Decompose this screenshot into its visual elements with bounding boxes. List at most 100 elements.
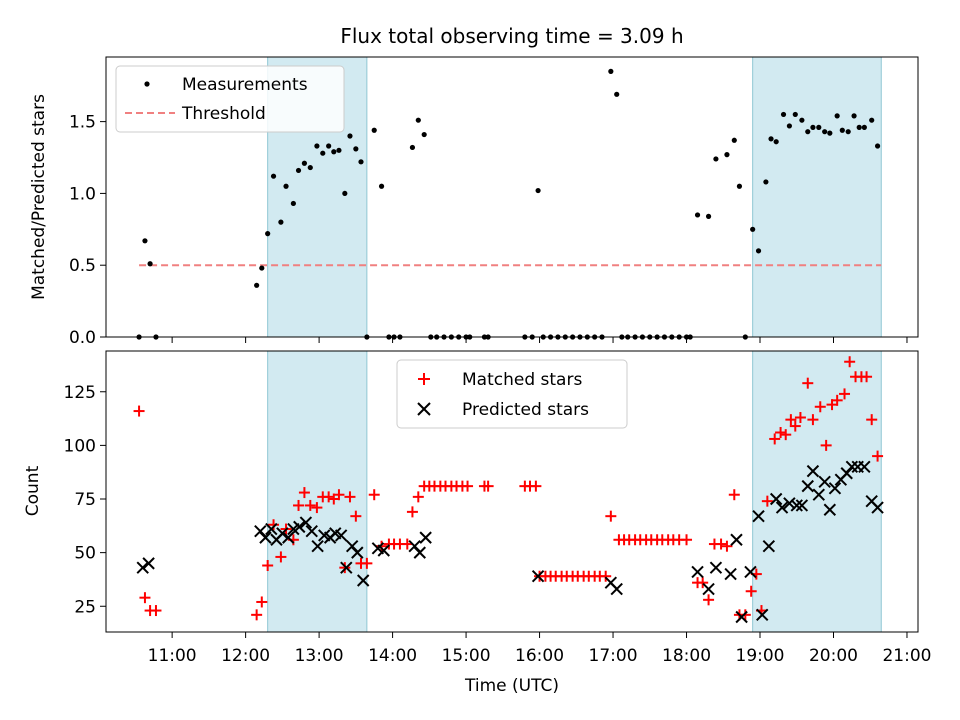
matched-star-point <box>802 377 814 389</box>
matched-star-point <box>251 609 263 621</box>
count-legend-box <box>396 359 628 429</box>
matched-star-point <box>703 594 715 606</box>
measurement-point <box>694 212 701 218</box>
legend-predicted-label: Predicted stars <box>462 400 589 420</box>
measurement-point <box>254 282 260 288</box>
x-tick-label: 19:00 <box>736 646 785 666</box>
legend-matched-label: Matched stars <box>462 370 582 390</box>
measurement-point <box>409 144 416 151</box>
matched-star-point <box>376 540 388 552</box>
measurement-point <box>314 143 320 149</box>
measurement-point <box>353 146 359 152</box>
ratio-y-ticks: 0.0 0.5 1.0 1.5 <box>69 113 106 348</box>
matched-star-point <box>861 371 873 383</box>
measurement-point <box>283 183 289 189</box>
predicted-star-point <box>818 475 831 489</box>
measurement-point <box>347 133 353 139</box>
ratio-y-axis-label: Matched/Predicted stars <box>29 94 49 300</box>
measurement-point <box>763 179 769 185</box>
predicted-star-point <box>752 509 765 523</box>
legend-threshold-label: Threshold <box>181 104 266 124</box>
predicted-star-point <box>790 499 803 512</box>
predicted-star-point <box>419 531 432 544</box>
matched-star-point <box>530 480 542 492</box>
x-tick-label: 12:00 <box>221 646 270 666</box>
x-axis-label: Time (UTC) <box>464 676 559 696</box>
matched-star-point <box>150 605 162 617</box>
measurement-point <box>786 123 793 129</box>
predicted-star-point <box>744 565 757 579</box>
matched-star-point <box>681 534 693 546</box>
matched-star-point <box>785 414 797 426</box>
measurement-point <box>845 129 851 135</box>
measurement-point <box>834 113 840 119</box>
y-tick-label: 1.0 <box>69 184 96 204</box>
measurement-point <box>750 226 756 232</box>
measurement-point <box>301 160 308 166</box>
predicted-star-point <box>845 460 859 474</box>
matched-star-point <box>605 510 617 522</box>
measurement-point <box>331 149 337 155</box>
x-tick-label: 16:00 <box>515 646 564 666</box>
predicted-star-point <box>724 567 737 581</box>
measurement-point <box>792 111 798 118</box>
measurement-point <box>856 124 862 130</box>
predicted-star-point <box>293 520 306 534</box>
predicted-star-points <box>136 460 884 624</box>
measurement-point <box>827 130 833 136</box>
matched-star-point <box>333 489 345 501</box>
y-tick-label: 125 <box>64 383 96 403</box>
predicted-star-point <box>142 557 155 570</box>
matched-star-point <box>350 510 362 522</box>
shaded-interval <box>267 350 368 633</box>
predicted-star-point <box>531 570 545 583</box>
matched-star-point <box>462 480 474 492</box>
matched-star-point <box>872 450 884 462</box>
legend-x-marker <box>417 402 431 416</box>
y-tick-label: 0.5 <box>69 256 96 276</box>
measurement-point <box>869 117 875 123</box>
count-plot-frame <box>105 350 919 633</box>
measurement-point <box>773 139 779 145</box>
matched-star-point <box>697 577 709 589</box>
measurement-point <box>755 248 762 254</box>
matched-star-point <box>304 499 316 511</box>
matched-star-point <box>769 433 781 445</box>
predicted-star-point <box>340 561 353 574</box>
predicted-star-point <box>413 546 426 559</box>
predicted-star-point <box>762 539 776 553</box>
matched-star-point <box>311 502 323 514</box>
matched-star-point <box>339 562 351 574</box>
measurement-point <box>265 231 271 237</box>
predicted-star-point <box>756 608 769 622</box>
measurement-point <box>822 129 828 135</box>
measurement-point <box>614 91 620 97</box>
matched-star-point <box>600 570 612 582</box>
y-tick-label: 50 <box>74 544 96 564</box>
matched-star-points <box>133 356 884 621</box>
matched-star-point <box>406 506 418 518</box>
measurement-point <box>307 164 313 171</box>
measurement-point <box>736 183 743 189</box>
matched-star-point <box>344 491 356 503</box>
measurement-point <box>421 131 427 138</box>
matched-star-point <box>839 388 851 400</box>
x-tick-label: 15:00 <box>442 646 491 666</box>
measurement-point <box>378 183 385 189</box>
predicted-star-point <box>299 516 313 529</box>
measurement-points <box>136 68 881 340</box>
matched-star-point <box>794 411 806 423</box>
predicted-star-point <box>276 527 289 540</box>
matched-star-point <box>715 538 727 550</box>
measurement-point <box>336 147 342 153</box>
measurement-point <box>259 265 265 271</box>
predicted-star-point <box>259 531 272 544</box>
matched-star-point <box>866 414 878 426</box>
x-tick-label: 11:00 <box>148 646 197 666</box>
matched-star-point <box>361 557 373 569</box>
count-x-ticks: 11:00 12:00 13:00 14:00 15:00 16:00 17:00 18:00… <box>148 632 931 666</box>
matched-star-point <box>745 585 757 597</box>
measurement-point <box>805 129 811 135</box>
predicted-star-point <box>871 501 884 514</box>
